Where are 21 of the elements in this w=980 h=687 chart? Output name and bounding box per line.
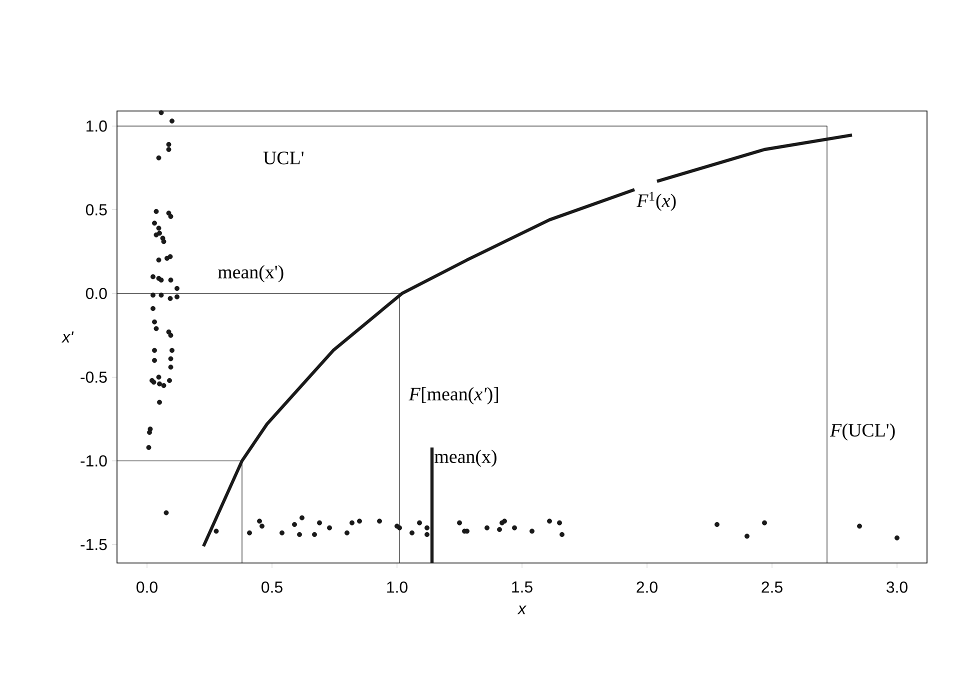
y-tick-label: 1.0 [86,120,107,132]
annotation: F(UCL') [830,423,895,441]
x-tick-label: 3.0 [886,582,908,593]
x-tick-label: 2.0 [636,582,658,593]
x-axis-title: x [517,606,526,614]
annotation: F[mean(x')] [408,387,498,404]
y-tick-label: 0.0 [86,288,107,300]
x-tick-label: 1.5 [512,582,532,593]
y-axis-title: x' [62,332,74,342]
y-tick-label: -0.5 [80,372,107,383]
y-tick-label: -1.0 [80,455,107,467]
annotation: UCL' [263,152,304,164]
y-tick-label: -1.5 [80,539,107,550]
x-tick-label: 2.5 [762,582,782,593]
x-tick-label: 0.0 [136,582,158,593]
annotation: mean(x') [218,265,284,282]
series-label: mean(x) [434,450,496,467]
x-tick-label: 1.0 [387,582,408,593]
series-label: F$^{1}$(x) [636,192,676,211]
y-tick-label: 0.5 [86,204,107,216]
x-tick-label: 0.5 [262,582,282,593]
